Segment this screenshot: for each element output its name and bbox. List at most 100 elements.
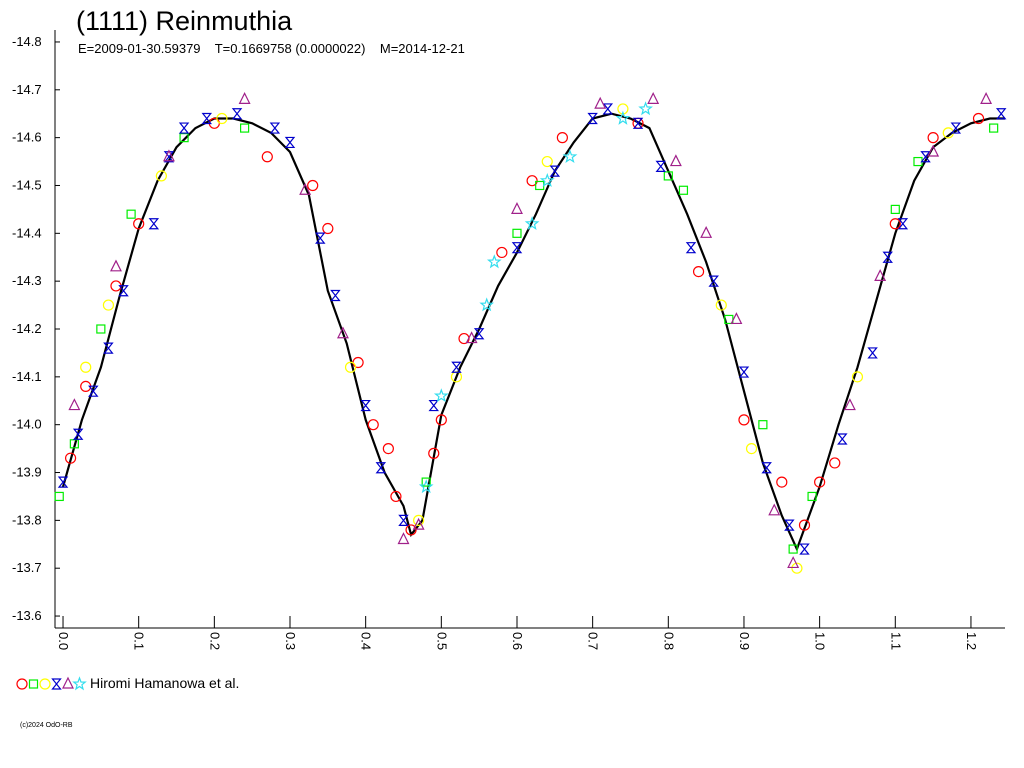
data-point (587, 112, 598, 125)
data-point (920, 151, 931, 163)
copyright: (c)2024 OdO-RB (20, 722, 73, 729)
data-point (851, 371, 864, 383)
data-point (322, 222, 334, 235)
data-point (201, 112, 213, 125)
data-point (745, 443, 758, 455)
data-point (913, 156, 923, 167)
data-point (451, 361, 462, 373)
data-point (556, 132, 568, 144)
y-tick-label: -14.3 (12, 273, 42, 288)
data-point (72, 428, 84, 440)
data-point (541, 155, 553, 168)
data-point (758, 420, 768, 430)
data-point (240, 123, 250, 133)
data-point (524, 216, 540, 230)
data-point (68, 398, 81, 411)
data-point (126, 209, 136, 219)
data-point (708, 275, 719, 287)
data-point (330, 289, 341, 302)
x-tick-label: 0.3 (283, 632, 298, 650)
data-point (435, 414, 447, 426)
x-tick-label: 0.4 (359, 632, 374, 650)
y-tick-label: -13.6 (12, 608, 42, 623)
x-tick-label: 1.1 (888, 632, 903, 650)
x-tick-label: 0.9 (737, 632, 752, 650)
x-tick-label: 1.0 (813, 632, 828, 650)
data-point (615, 110, 631, 125)
data-point (64, 452, 77, 464)
data-point (57, 476, 69, 488)
data-point (655, 160, 666, 172)
data-point (927, 132, 939, 144)
data-point (367, 419, 379, 431)
data-point (148, 218, 160, 230)
legend-marker (39, 678, 51, 690)
data-point (178, 122, 190, 134)
data-point (299, 182, 312, 195)
x-tick-label: 1.2 (964, 632, 979, 650)
data-point (418, 479, 434, 494)
y-tick-label: -13.7 (12, 560, 42, 575)
data-point (238, 92, 251, 104)
data-point (269, 122, 281, 134)
data-point (398, 514, 409, 526)
data-point (465, 331, 478, 344)
data-point (995, 108, 1007, 120)
legend-marker (72, 676, 87, 691)
y-tick-label: -14.6 (12, 130, 42, 145)
data-point (397, 532, 410, 545)
x-tick-label: 0.1 (132, 632, 147, 650)
data-point (638, 101, 653, 116)
data-point (867, 347, 878, 359)
data-point (950, 122, 962, 134)
y-tick-label: -14.0 (12, 417, 42, 432)
legend-marker (16, 678, 28, 690)
x-tick-label: 0.0 (56, 632, 71, 650)
data-point (730, 312, 743, 325)
data-point (54, 491, 64, 502)
data-point (837, 433, 848, 445)
data-point (549, 165, 561, 177)
data-point (761, 462, 772, 474)
data-point (428, 447, 440, 459)
data-point (791, 562, 803, 574)
data-point (155, 170, 167, 182)
data-point (602, 103, 614, 115)
data-point (768, 503, 781, 516)
data-point (163, 151, 175, 163)
data-point (882, 251, 893, 263)
data-point (738, 366, 750, 378)
data-point (787, 556, 800, 569)
data-point (80, 361, 92, 373)
data-point (261, 151, 273, 163)
data-point (284, 136, 296, 149)
data-point (788, 544, 798, 554)
data-point (496, 246, 508, 259)
data-point (344, 361, 357, 373)
data-point (511, 242, 523, 254)
x-tick-label: 0.2 (207, 632, 222, 650)
data-point (162, 149, 175, 162)
data-point (594, 96, 607, 109)
legend-marker (62, 676, 74, 689)
data-point (336, 326, 349, 339)
data-point (382, 443, 394, 455)
y-tick-label: -14.1 (12, 369, 42, 384)
data-point (980, 92, 993, 104)
data-point (798, 519, 811, 531)
y-tick-label: -14.2 (12, 321, 42, 336)
data-point (692, 265, 705, 278)
data-point (315, 232, 326, 244)
data-point (678, 185, 689, 195)
data-point (972, 112, 985, 125)
data-point (307, 179, 319, 192)
y-tick-label: -13.9 (12, 465, 42, 480)
data-point (352, 356, 364, 369)
legend-marker (28, 679, 39, 689)
data-point (216, 112, 228, 125)
y-tick-label: -14.4 (12, 225, 42, 240)
data-point (807, 491, 817, 502)
y-tick-label: -13.8 (12, 512, 42, 527)
data-point (88, 385, 99, 397)
data-point (890, 204, 900, 214)
